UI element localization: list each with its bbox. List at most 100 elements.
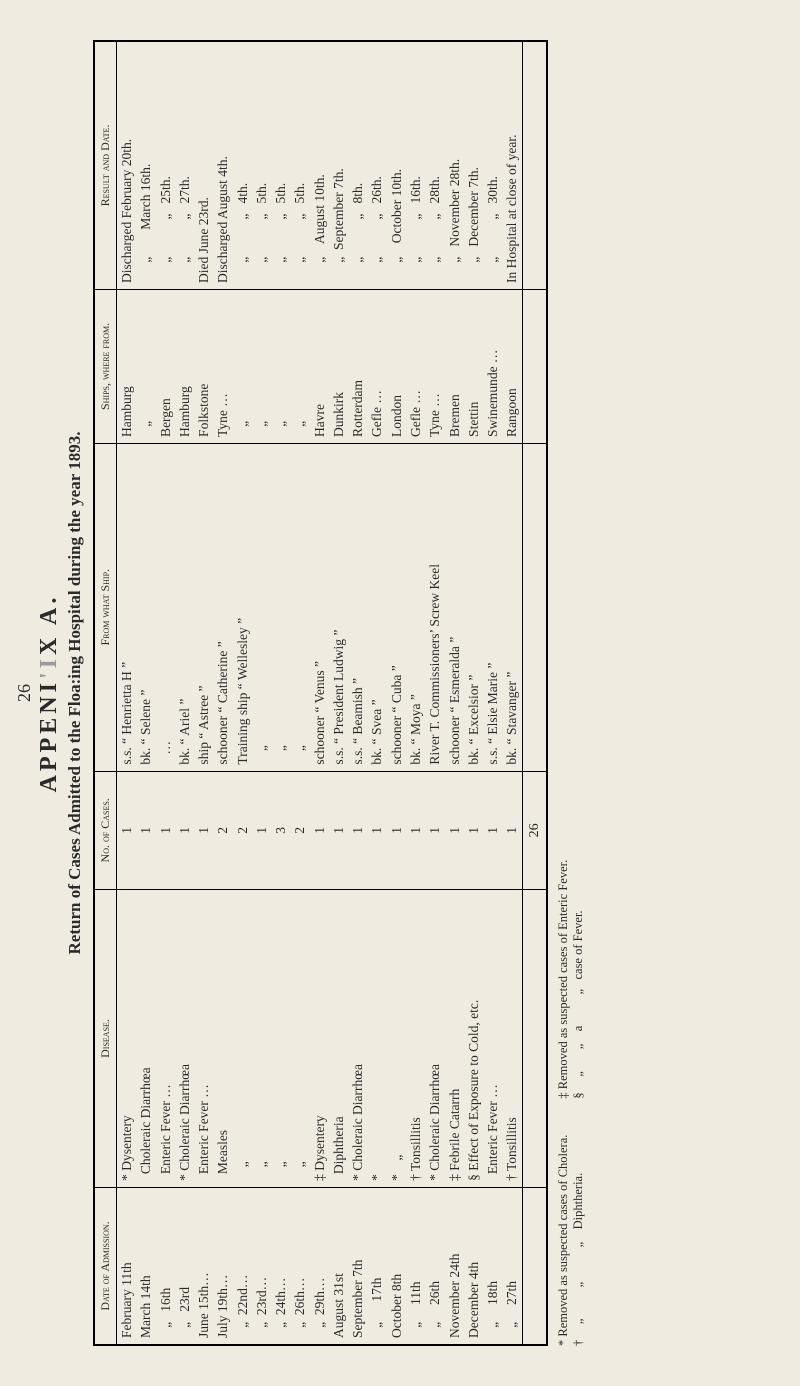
cell-result: „ August 10th. xyxy=(310,41,329,289)
cell-result: „ „ 5th. xyxy=(290,41,309,289)
cell-ship: bk. “ Ariel ” xyxy=(175,443,194,771)
cell-disease: „ xyxy=(290,890,309,1188)
cell-result: „ „ 30th. xyxy=(483,41,502,289)
appendix-cut: 'I xyxy=(36,655,62,679)
cell-result: „ „ 5th. xyxy=(252,41,271,289)
cell-disease: * Choleraic Diarrhœa xyxy=(175,890,194,1188)
cell-from: Dunkirk xyxy=(329,289,348,443)
cell-disease: Choleraic Diarrhœa xyxy=(136,890,155,1188)
appendix-post: X A. xyxy=(36,594,62,655)
header-row: Date of Admission. Disease. No. of Cases… xyxy=(94,41,117,1345)
cell-cases: 1 xyxy=(464,771,483,889)
cell-ship: bk. “ Moya ” xyxy=(406,443,425,771)
cell-result: „ March 16th. xyxy=(136,41,155,289)
cell-date: „ 22nd… xyxy=(233,1187,252,1345)
cell-date: „ 23rd… xyxy=(252,1187,271,1345)
cell-cases: 1 xyxy=(348,771,367,889)
cell-date: „ 23rd xyxy=(175,1187,194,1345)
cell-cases: 1 xyxy=(194,771,213,889)
cell-disease: ‡ Dysentery xyxy=(310,890,329,1188)
cell-from: „ xyxy=(252,289,271,443)
cell-ship: … xyxy=(156,443,175,771)
cell-from: Bremen xyxy=(445,289,464,443)
subtitle-cut: : xyxy=(65,679,84,685)
cell-from: „ xyxy=(233,289,252,443)
cell-disease: ‡ Febrile Catarrh xyxy=(445,890,464,1188)
cell-cases: 1 xyxy=(310,771,329,889)
cell-date: „ 26th xyxy=(425,1187,444,1345)
cell-result: „ „ 27th. xyxy=(175,41,194,289)
cell-result: „ „ 5th. xyxy=(271,41,290,289)
cell-from: Stettin xyxy=(464,289,483,443)
cell-ship: bk. “ Excelsior ” xyxy=(464,443,483,771)
cell-ship: s.s. “ Henrietta H ” xyxy=(117,443,137,771)
table-row: „ 18th Enteric Fever …1s.s. “ Elsie Mari… xyxy=(483,41,502,1345)
cell-disease: Enteric Fever … xyxy=(194,890,213,1188)
cell-ship: schooner “ Venus ” xyxy=(310,443,329,771)
cell-from: Folkstone xyxy=(194,289,213,443)
page: 26 APPENI'IX A. Return of Cases Admitted… xyxy=(0,0,800,1386)
cell-disease: † Tonsillitis xyxy=(502,890,522,1188)
cell-date: July 19th… xyxy=(213,1187,232,1345)
cell-from: Hamburg xyxy=(175,289,194,443)
col-from: Ships, where from. xyxy=(94,289,117,443)
cell-cases: 1 xyxy=(156,771,175,889)
cell-from: Havre xyxy=(310,289,329,443)
cell-result: „ December 7th. xyxy=(464,41,483,289)
cell-disease: Enteric Fever … xyxy=(156,890,175,1188)
footnote-d: § „ „ a „ case of Fever. xyxy=(571,860,586,1099)
cell-cases: 1 xyxy=(502,771,522,889)
total-row: 26 xyxy=(522,41,547,1345)
footnote-a: * Removed as suspected cases of Cholera. xyxy=(556,1135,571,1346)
cell-ship: Training ship “ Wellesley ” xyxy=(233,443,252,771)
cell-result: Died June 23rd. xyxy=(194,41,213,289)
cell-from: Swinemunde … xyxy=(483,289,502,443)
footnotes: * Removed as suspected cases of Cholera.… xyxy=(556,40,586,1346)
cell-disease: * Dysentery xyxy=(117,890,137,1188)
cell-date: „ 29th… xyxy=(310,1187,329,1345)
col-date: Date of Admission. xyxy=(94,1187,117,1345)
cell-disease: „ xyxy=(271,890,290,1188)
cell-from: „ xyxy=(290,289,309,443)
cell-date: „ 26th… xyxy=(290,1187,309,1345)
col-result: Result and Date. xyxy=(94,41,117,289)
table-row: July 19th… Measles2schooner “ Catherine … xyxy=(213,41,232,1345)
cell-result: „ „ 25th. xyxy=(156,41,175,289)
cell-result: Discharged August 4th. xyxy=(213,41,232,289)
cell-cases: 3 xyxy=(271,771,290,889)
cell-date: August 31st xyxy=(329,1187,348,1345)
cell-disease: * Choleraic Diarrhœa xyxy=(425,890,444,1188)
table-row: „ 11th† Tonsillitis1bk. “ Moya ”Gefle … … xyxy=(406,41,425,1345)
cell-ship: „ xyxy=(290,443,309,771)
cell-from: Rangoon xyxy=(502,289,522,443)
subtitle-post: ing Hospital during the year 1893. xyxy=(65,432,84,679)
table-row: „ 22nd… „2Training ship “ Wellesley ” „ … xyxy=(233,41,252,1345)
cell-disease: Enteric Fever … xyxy=(483,890,502,1188)
table-row: „ 16th Enteric Fever …1 …Bergen „ „ 25th… xyxy=(156,41,175,1345)
cell-from: Tyne … xyxy=(425,289,444,443)
cell-cases: 1 xyxy=(117,771,137,889)
cell-disease: * xyxy=(367,890,386,1188)
cell-cases: 1 xyxy=(425,771,444,889)
total-value: 26 xyxy=(522,771,547,889)
subtitle: Return of Cases Admitted to the Floa:ing… xyxy=(65,40,85,1346)
cell-from: Gefle … xyxy=(367,289,386,443)
cell-disease: † Tonsillitis xyxy=(406,890,425,1188)
cell-disease: * „ xyxy=(387,890,406,1188)
cell-date: September 7th xyxy=(348,1187,367,1345)
cell-cases: 2 xyxy=(213,771,232,889)
cases-table: Date of Admission. Disease. No. of Cases… xyxy=(93,40,548,1346)
cell-result: In Hospital at close of year. xyxy=(502,41,522,289)
cell-date: „ 17th xyxy=(367,1187,386,1345)
cell-from: London xyxy=(387,289,406,443)
table-row: „ 26th… „2 „ „ „ „ 5th. xyxy=(290,41,309,1345)
cell-date: October 8th xyxy=(387,1187,406,1345)
cell-ship: bk. “ Svea ” xyxy=(367,443,386,771)
cell-ship: schooner “ Catherine ” xyxy=(213,443,232,771)
table-row: „ 26th* Choleraic Diarrhœa1River T. Comm… xyxy=(425,41,444,1345)
cell-disease: § Effect of Exposure to Cold, etc. xyxy=(464,890,483,1188)
cell-ship: bk. “ Stavanger ” xyxy=(502,443,522,771)
cell-disease: „ xyxy=(233,890,252,1188)
cell-result: „ „ 8th. xyxy=(348,41,367,289)
table-row: March 14th Choleraic Diarrhœa1bk. “ Sele… xyxy=(136,41,155,1345)
